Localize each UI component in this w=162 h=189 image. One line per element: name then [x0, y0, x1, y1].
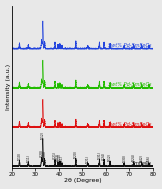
Text: (020): (020) [40, 149, 44, 157]
Text: (130): (130) [122, 154, 126, 162]
Text: (121): (121) [60, 155, 64, 163]
Text: (312): (312) [108, 153, 112, 161]
Text: (210): (210) [58, 153, 62, 161]
Text: SmFeO₃: SmFeO₃ [132, 161, 152, 166]
Text: 3wt% Pd-SmFeO₃: 3wt% Pd-SmFeO₃ [108, 82, 152, 88]
Text: (131): (131) [97, 151, 101, 159]
Text: (116): (116) [147, 155, 151, 163]
Text: (003): (003) [56, 153, 60, 161]
Text: (112): (112) [41, 131, 45, 139]
Text: (221): (221) [86, 155, 90, 163]
X-axis label: 2θ (Degree): 2θ (Degree) [64, 178, 101, 184]
Y-axis label: Intensity (a.u.): Intensity (a.u.) [6, 64, 11, 110]
Text: (142): (142) [140, 154, 144, 162]
Text: (110): (110) [17, 152, 21, 160]
Text: 1wt% Pd-SmFeO₃: 1wt% Pd-SmFeO₃ [108, 122, 152, 127]
Text: 5wt% Pd-SmFeO₃: 5wt% Pd-SmFeO₃ [108, 43, 152, 48]
Text: (111): (111) [26, 154, 30, 162]
Text: (220): (220) [74, 150, 78, 158]
Text: (024): (024) [102, 152, 106, 160]
Text: (224): (224) [132, 153, 136, 161]
Text: (200): (200) [43, 150, 47, 158]
Text: (021): (021) [53, 151, 57, 159]
